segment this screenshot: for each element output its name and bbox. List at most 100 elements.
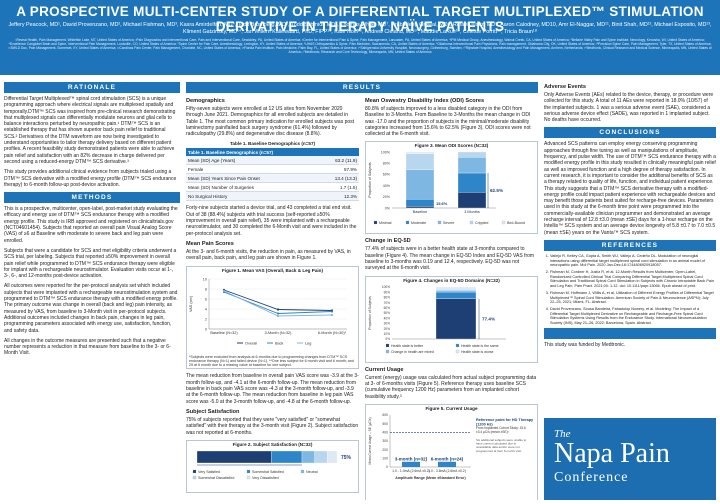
reference-item: David Provenzano, Sousa Bandeira, Fahado…	[550, 307, 716, 326]
pain-scores-paragraph-1: At the 3- and 6-month visits, the reduct…	[186, 248, 351, 262]
y-tick-label: 2	[205, 317, 207, 321]
legend-label: Somewhat Dissatisfied	[198, 476, 234, 480]
y-tick-label: 10%	[384, 332, 391, 336]
x-axis-label: Amplitude Range (Mean ±Standard Error)	[395, 476, 466, 480]
y-tick-label: 100%	[381, 151, 391, 155]
y-tick-label: 0%	[385, 207, 391, 211]
table-value-cell: 1.7 (1.5)	[314, 182, 359, 193]
conclusions-paragraph: Advanced SCS patterns can employ energy …	[544, 141, 716, 236]
table-value-cell: 12.3%	[314, 191, 359, 202]
reference-list: Vallejo R, Kelley CA, Gupta A, Smith WJ,…	[544, 254, 716, 326]
legend-swatch	[246, 475, 251, 479]
y-tick-label: 600	[382, 413, 388, 417]
current-usage-chart: 0 100 200 300 400 500 600 Mean Current Usage – …	[368, 413, 534, 480]
figure-1-note: *Subjects were excluded from analysis at…	[189, 354, 354, 368]
legend-label: Minimal	[379, 221, 392, 225]
odi-segment-bed-bound	[405, 152, 435, 155]
y-tick-label: 300	[382, 439, 388, 443]
satisfaction-bar-chart: 75% Very Satisfied Somewhat Satisfied Neutr…	[192, 450, 352, 480]
satisfaction-paragraph-1: 75% of subjects reported that they were …	[186, 416, 359, 436]
odi-segment-crippled	[457, 152, 487, 158]
legend-ref-sub: From Implanted Cohort Study: 15.6 ±3.4 µC…	[476, 426, 526, 434]
poster-title: A PROSPECTIVE MULTI-CENTER STUDY OF A DI…	[16, 4, 704, 34]
results-right: Mean Oswestry Disability Index (ODI) Sco…	[365, 96, 538, 500]
y-tick-label: 0	[386, 465, 388, 469]
legend-label: Crippled	[475, 221, 488, 225]
table-label-cell: Mean (SD) Age (Years)	[186, 156, 315, 166]
methods-paragraph-2: Subjects that were a candidate for SCS a…	[4, 247, 177, 280]
satisfaction-segment	[327, 450, 338, 463]
bar-value-label: 6-month (n=24)	[431, 456, 464, 461]
legend-swatch	[455, 349, 460, 353]
odi-segment-moderate	[457, 173, 487, 193]
y-tick-label: 80%	[384, 295, 391, 299]
table-row: Mean (SD) Years Since Pain Onset 13.4 (13…	[186, 173, 359, 184]
rationale-paragraph-1: Differential Target Multiplexed™ spinal …	[4, 96, 176, 165]
legend-label: Health state is worse	[461, 350, 494, 354]
legend-label: Somewhat Satisfied	[252, 470, 284, 474]
legend-label: Severe	[443, 221, 454, 225]
table-row: Mean (SD) Number of Surgeries 1.7 (1.5)	[186, 182, 359, 193]
current-usage-heading: Current Usage	[365, 366, 404, 373]
table-row: Mean (SD) Age (Years) 63.2 (11.9)	[186, 156, 359, 166]
adverse-events-heading: Adverse Events	[544, 84, 586, 90]
eq5d-heading: Change in EQ-5D	[365, 238, 411, 245]
legend-swatch	[192, 475, 197, 479]
odi-paragraph-1: 80.8% of subjects improved to a less dis…	[365, 106, 531, 138]
eq5d-segment	[435, 289, 477, 292]
data-point	[276, 311, 280, 315]
y-tick-label: 8	[205, 287, 207, 291]
legend-swatch	[501, 221, 506, 225]
legend-swatch	[469, 221, 474, 225]
demographics-table: Table 1. Baseline Demographics (n=57) Mea…	[186, 148, 359, 202]
odi-segment-severe	[457, 157, 487, 174]
pain-scores-paragraph-2: The mean reduction from baseline in over…	[186, 373, 359, 405]
y-tick-label: 0	[205, 327, 207, 331]
figure-2-caption: Figure 2. Subject Satisfaction (N=32)	[232, 441, 313, 447]
legend-label: Moderate	[411, 221, 426, 225]
odi-annotation: 62.5%	[490, 188, 503, 193]
vas-line-chart: 0 2 4 6 8 10 VAS (cm) Baseline (N=32) 3-Month (N…	[189, 277, 347, 345]
results-left: Demographics Fifty-seven subjects were e…	[186, 96, 359, 500]
legend-label: Leg	[305, 341, 311, 345]
odi-annotation: 15.6%	[436, 202, 448, 207]
x-tick-label: 3-Month (N=32)	[265, 331, 292, 335]
odi-segment-moderate	[405, 199, 435, 207]
reference-item: Fishman M, Hoffmann J, Willis A, et al. …	[550, 291, 716, 305]
y-axis-label: VAS (cm)	[189, 295, 193, 312]
y-tick-label: 500	[382, 422, 388, 426]
data-point	[276, 314, 280, 317]
results-column: RESULTS Demographics Fifty-seven subject…	[186, 82, 538, 500]
table-caption: Table 1. Baseline Demographics (n=57)	[229, 141, 316, 147]
rationale-heading: RATIONALE	[4, 82, 180, 93]
funding-paragraph: This study was funded by Medtronic.	[544, 341, 626, 348]
odi-segment-minimal	[457, 192, 487, 209]
y-tick-label: 10	[203, 277, 207, 281]
satisfaction-label: 75%	[341, 455, 352, 461]
x-tick-label: 1.0 - 1.0mA (2.6mA ±0.2)	[392, 469, 430, 473]
y-tick-label: 40%	[383, 184, 391, 188]
y-tick-label: 200	[382, 448, 388, 452]
legend-label: Neutral	[306, 470, 318, 474]
figure-5: Figure 5. Current Usage 0 100 200 300 400 500…	[365, 403, 538, 500]
y-tick-label: 20%	[383, 196, 391, 200]
current-usage-bar	[402, 461, 420, 467]
odi-segment-minimal	[405, 206, 435, 209]
demographics-paragraph-2: Forty-nine subjects started a device tri…	[186, 205, 357, 237]
legend-label: Very Satisfied	[198, 470, 220, 474]
table-header-cell: Table 1. Baseline Demographics (n=57)	[186, 148, 359, 157]
table-label-cell: Mean (SD) Number of Surgeries	[186, 182, 315, 193]
data-point	[330, 313, 334, 316]
data-point	[276, 307, 280, 311]
poster-banner: A PROSPECTIVE MULTI-CENTER STUDY OF A DI…	[0, 0, 720, 75]
legend-label: Bed-Bound	[507, 221, 525, 225]
x-tick-label: 6-Month (N=30)*	[318, 331, 347, 335]
legend-swatch	[385, 349, 390, 353]
eq5d-segment	[435, 291, 477, 299]
satisfaction-heading: Subject Satisfaction	[186, 408, 240, 415]
demographics-paragraph-1: Fifty-seven subjects were enrolled at 12…	[186, 106, 355, 138]
figure-3: Figure 3. Mean ODI Scores (N=32) 0% 20% 40…	[365, 141, 538, 235]
conclusions-heading: CONCLUSIONS	[544, 127, 716, 139]
legend-label: Very Dissatisfied	[252, 476, 279, 480]
legend-swatch	[405, 221, 410, 225]
